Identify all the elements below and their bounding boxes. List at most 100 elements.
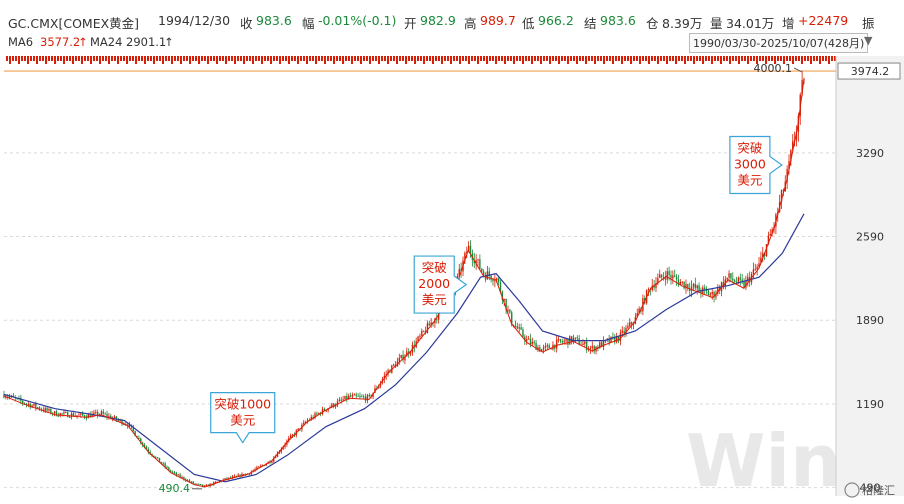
chevron-down-icon[interactable]: ▼ [864,34,873,47]
top-tick-strip [207,56,209,64]
candle-body [8,396,11,398]
candle-body [378,385,380,389]
top-tick-strip [720,56,722,64]
oi-value: 8.39万 [662,16,703,31]
candle-body [338,399,341,402]
top-tick-strip [531,56,533,64]
top-tick-strip [618,56,620,61]
candle-body [747,277,749,281]
top-tick-strip [138,56,140,61]
top-tick-strip [300,56,302,61]
top-tick-strip [435,56,437,61]
candle-body [171,471,174,473]
candle-body [400,355,402,358]
top-tick-strip [48,56,50,61]
top-tick-strip [150,56,152,61]
top-tick-strip [102,56,104,61]
candle-body [479,259,481,269]
candle-body [696,285,698,289]
top-tick-strip [96,56,98,61]
top-tick-strip [153,56,155,64]
top-tick-strip [786,56,788,61]
top-tick-strip [147,56,149,61]
candle-body [235,475,238,477]
candle-body [78,414,80,416]
candle-body [196,483,198,485]
candle-body [733,280,736,282]
top-tick-strip [654,56,656,61]
candle-body [70,413,73,418]
candle-body [625,327,627,334]
top-tick-strip [588,56,590,61]
candle-body [201,484,204,487]
candle-body [756,266,758,270]
candle-body [65,412,67,414]
candle-body [348,395,350,400]
candle-body [707,291,710,296]
top-tick-strip [522,56,524,64]
top-tick-strip [564,56,566,61]
top-tick-strip [804,56,806,61]
candle-body [608,338,610,343]
candle-body [318,412,320,414]
candle-body [162,463,164,465]
top-tick-strip [450,56,452,64]
candle-body [35,403,37,408]
top-tick-strip [366,56,368,61]
candle-body [93,412,95,414]
y-tick-label: 1890 [856,314,884,327]
candle-body [795,132,798,140]
candle-body [466,252,468,254]
candle-body [325,410,327,412]
top-tick-strip [204,56,206,61]
top-tick-strip [768,56,770,61]
candle-body [488,271,490,276]
top-tick-strip [186,56,188,61]
top-tick-strip [54,56,56,64]
candle-body [374,388,376,393]
top-tick-strip [810,56,812,64]
top-tick-strip [432,56,434,64]
candle-body [95,411,97,413]
top-tick-strip [162,56,164,64]
candle-body [638,308,640,314]
top-tick-strip [183,56,185,61]
top-tick-strip [750,56,752,61]
top-tick-strip [648,56,650,64]
candle-body [681,281,683,283]
top-tick-strip [567,56,569,64]
candle-body [615,336,618,343]
top-tick-strip [402,56,404,61]
top-tick-strip [270,56,272,64]
top-tick-strip [594,56,596,64]
top-tick-strip [405,56,407,64]
candle-body [72,413,75,417]
candle-body [612,336,614,338]
candle-body [771,229,773,234]
candle-body [76,415,78,417]
candle-body [331,403,333,408]
open-label: 开 [404,16,417,31]
top-tick-strip [114,56,116,61]
top-tick-strip [726,56,728,61]
candle-body [55,411,58,416]
top-tick-strip [651,56,653,61]
date-range-selector[interactable]: 1990/03/30-2025/10/07(428月) [689,33,869,53]
candle-body [155,457,157,459]
top-tick-strip [537,56,539,61]
candle-body [739,277,741,280]
candle-body [421,330,423,336]
top-tick-strip [12,56,14,61]
candle-body [692,284,695,287]
candle-body [366,395,369,401]
max-price-pointer [793,67,803,73]
candle-body [535,342,537,351]
top-tick-strip [423,56,425,64]
high-label: 高 [464,16,477,31]
candle-body [690,286,693,291]
top-tick-strip [384,56,386,61]
top-tick-strip [441,56,443,64]
candle-body [138,438,140,440]
low-value: 966.2 [538,13,574,28]
